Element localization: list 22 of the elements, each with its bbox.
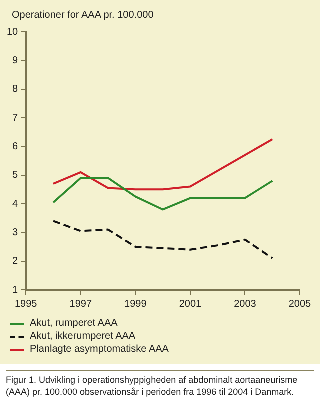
x-tick-label: 1999 <box>124 298 148 310</box>
legend-label: Akut, ikkerumperet AAA <box>30 330 136 343</box>
y-tick-label: 9 <box>12 55 19 66</box>
y-tick-label: 10 <box>7 26 19 38</box>
y-tick-label: 7 <box>12 112 19 124</box>
legend-label: Planlagte asymptomatiske AAA <box>30 343 169 356</box>
x-tick-label: 1997 <box>70 298 92 310</box>
y-tick-label: 4 <box>12 198 19 210</box>
y-tick-label: 5 <box>12 170 19 182</box>
legend-label: Akut, rumperet AAA <box>30 317 118 330</box>
x-tick-label: 2005 <box>288 298 312 310</box>
x-tick-label: 2003 <box>234 298 257 310</box>
line-series <box>52 220 274 260</box>
y-tick-label: 8 <box>12 84 19 96</box>
y-tick-label: 6 <box>12 141 19 152</box>
text: Figur 1. Udvikling i operationshyppigheden af abdominalt aortaaneurisme (AAA) pr. 100.000 observationsår i perioden fra 1996 til 2004 i Danmark. <box>6 374 299 398</box>
y-tick-label: 1 <box>12 284 19 296</box>
y-tick-label: 3 <box>12 227 19 238</box>
x-tick-label: 2001 <box>179 298 202 310</box>
y-axis-title: Operationer for AAA pr. 100.000 <box>11 10 155 21</box>
y-tick-label: 2 <box>12 256 19 268</box>
x-tick-label: 1995 <box>15 298 38 310</box>
